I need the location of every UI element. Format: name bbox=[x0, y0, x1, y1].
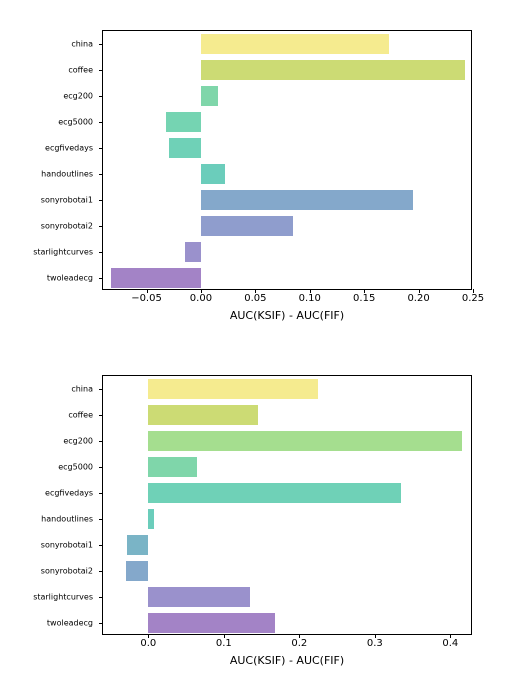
bar bbox=[166, 112, 201, 133]
ytick-mark bbox=[99, 571, 103, 572]
bar bbox=[201, 164, 225, 185]
bar bbox=[201, 60, 465, 81]
xlabel-bottom: AUC(KSIF) - AUC(FIF) bbox=[230, 654, 344, 667]
bar bbox=[148, 483, 401, 504]
ytick-mark bbox=[99, 122, 103, 123]
ytick-label: sonyrobotai1 bbox=[41, 541, 93, 550]
ytick-mark bbox=[99, 441, 103, 442]
chart-panel-top: AUC(KSIF) - AUC(FIF) chinacoffeeecg200ec… bbox=[102, 30, 472, 290]
ytick-label: starlightcurves bbox=[33, 248, 93, 257]
ytick-mark bbox=[99, 597, 103, 598]
ytick-label: coffee bbox=[68, 66, 93, 75]
xtick-label: 0.3 bbox=[367, 638, 383, 649]
ytick-label: starlightcurves bbox=[33, 593, 93, 602]
xlabel-top: AUC(KSIF) - AUC(FIF) bbox=[230, 309, 344, 322]
ytick-label: handoutlines bbox=[41, 515, 93, 524]
ytick-label: sonyrobotai1 bbox=[41, 196, 93, 205]
xtick-label: 0.2 bbox=[291, 638, 307, 649]
ytick-label: china bbox=[71, 40, 93, 49]
ytick-mark bbox=[99, 200, 103, 201]
ytick-label: ecg5000 bbox=[58, 118, 93, 127]
xtick-label: 0.10 bbox=[299, 293, 321, 304]
ytick-label: twoleadecg bbox=[47, 274, 93, 283]
bar bbox=[201, 216, 294, 237]
bar bbox=[127, 535, 148, 556]
bar bbox=[148, 379, 318, 400]
figure: AUC(KSIF) - AUC(FIF) china coffee ecg200 ec… bbox=[0, 0, 511, 673]
bar bbox=[201, 86, 218, 107]
ytick-mark bbox=[99, 389, 103, 390]
ytick-mark bbox=[99, 174, 103, 175]
xtick-label: 0.25 bbox=[462, 293, 484, 304]
bar bbox=[148, 509, 154, 530]
ytick-mark bbox=[99, 545, 103, 546]
bar bbox=[111, 268, 201, 289]
ytick-mark bbox=[99, 493, 103, 494]
ytick-label: ecg200 bbox=[63, 92, 93, 101]
bar bbox=[148, 457, 197, 478]
bar bbox=[148, 431, 461, 452]
bar bbox=[148, 613, 275, 634]
ytick-mark bbox=[99, 467, 103, 468]
ytick-mark bbox=[99, 226, 103, 227]
chart-panel-bottom: AUC(KSIF) - AUC(FIF) chinacoffeeecg200ec… bbox=[102, 375, 472, 635]
ytick-mark bbox=[99, 623, 103, 624]
ytick-label: handoutlines bbox=[41, 170, 93, 179]
ytick-label: ecgfivedays bbox=[45, 489, 93, 498]
xtick-label: 0.0 bbox=[140, 638, 156, 649]
ytick-label: coffee bbox=[68, 411, 93, 420]
bar bbox=[126, 561, 149, 582]
ytick-mark bbox=[99, 278, 103, 279]
ytick-label: ecgfivedays bbox=[45, 144, 93, 153]
ytick-label: ecg200 bbox=[63, 437, 93, 446]
ytick-label: twoleadecg bbox=[47, 619, 93, 628]
ytick-mark bbox=[99, 415, 103, 416]
xtick-label: −0.05 bbox=[131, 293, 162, 304]
ytick-mark bbox=[99, 252, 103, 253]
ytick-mark bbox=[99, 148, 103, 149]
xtick-label: 0.15 bbox=[353, 293, 375, 304]
xtick-label: 0.05 bbox=[244, 293, 266, 304]
ytick-mark bbox=[99, 96, 103, 97]
xtick-label: 0.00 bbox=[190, 293, 212, 304]
bar bbox=[185, 242, 201, 263]
ytick-mark bbox=[99, 519, 103, 520]
bar bbox=[169, 138, 201, 159]
ytick-label: ecg5000 bbox=[58, 463, 93, 472]
xtick-label: 0.1 bbox=[216, 638, 232, 649]
ytick-mark bbox=[99, 44, 103, 45]
ytick-label: sonyrobotai2 bbox=[41, 222, 93, 231]
bar bbox=[201, 190, 413, 211]
ytick-mark bbox=[99, 70, 103, 71]
bar bbox=[148, 405, 257, 426]
ytick-label: china bbox=[71, 385, 93, 394]
xtick-label: 0.4 bbox=[442, 638, 458, 649]
bar bbox=[148, 587, 250, 608]
bar bbox=[201, 34, 389, 55]
ytick-label: sonyrobotai2 bbox=[41, 567, 93, 576]
xtick-label: 0.20 bbox=[407, 293, 429, 304]
